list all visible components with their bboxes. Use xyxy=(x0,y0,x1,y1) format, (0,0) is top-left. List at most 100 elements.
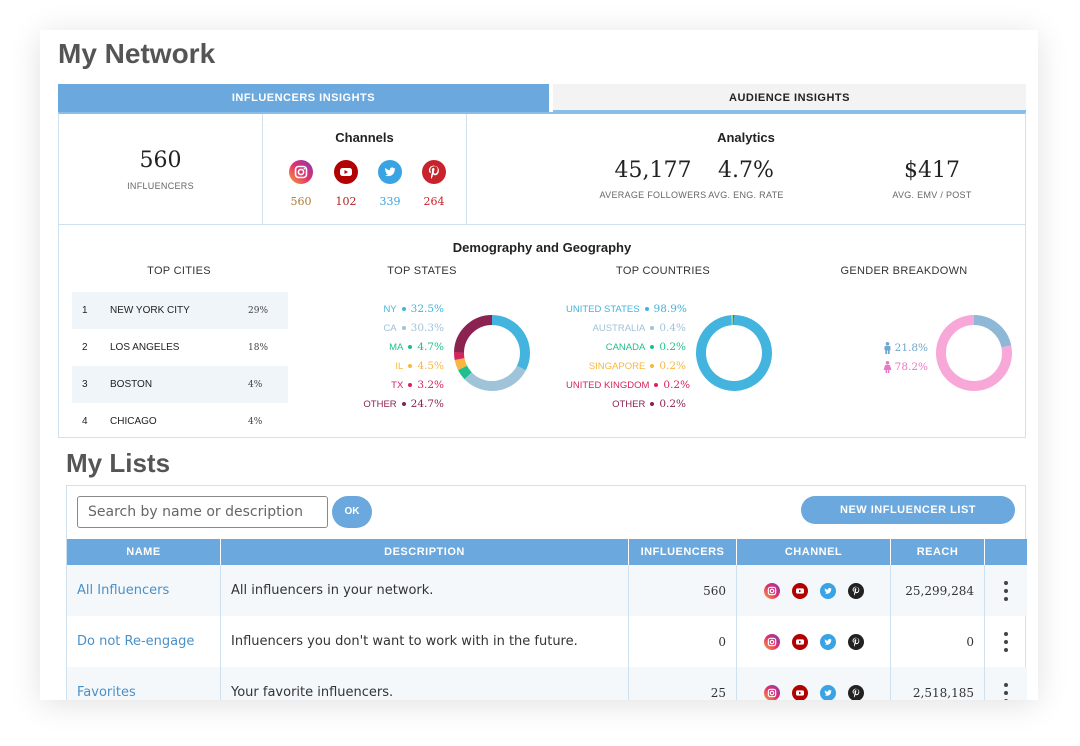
row-menu-button[interactable] xyxy=(985,565,1027,616)
list-description: Your favorite influencers. xyxy=(221,667,629,700)
influencers-label: INFLUENCERS xyxy=(127,181,194,191)
city-row: 2 LOS ANGELES 18% xyxy=(72,329,288,366)
list-channels xyxy=(737,616,891,667)
tab-influencers-insights[interactable]: INFLUENCERS INSIGHTS xyxy=(58,84,549,112)
state-name: TX xyxy=(391,380,404,391)
state-pct: 4.7% xyxy=(417,341,444,353)
legend-dot xyxy=(401,307,406,312)
list-name-link[interactable]: Do not Re-engage xyxy=(67,616,221,667)
country-pct: 0.2% xyxy=(659,398,686,410)
female-legend: 78.2% xyxy=(883,360,928,374)
youtube-icon xyxy=(791,582,808,599)
legend-dot xyxy=(650,364,655,369)
twitter-icon xyxy=(378,160,402,184)
country-legend-item: OTHER 0.2% xyxy=(566,397,686,411)
channels-title: Channels xyxy=(335,130,394,145)
top-cities-list[interactable]: 1 NEW YORK CITY 29% 2 LOS ANGELES 18% 3 … xyxy=(72,292,288,424)
city-pct: 4% xyxy=(248,379,263,390)
new-influencer-list-button[interactable]: NEW INFLUENCER LIST xyxy=(801,496,1015,524)
list-name-link[interactable]: All Influencers xyxy=(67,565,221,616)
male-legend: 21.8% xyxy=(883,341,928,355)
legend-dot xyxy=(650,402,655,407)
male-icon xyxy=(884,342,891,355)
state-pct: 30.3% xyxy=(410,322,444,334)
table-header: NAME DESCRIPTION INFLUENCERS CHANNEL REA… xyxy=(67,539,1027,565)
instagram-icon xyxy=(763,684,780,700)
state-slice xyxy=(454,357,468,371)
state-pct: 3.2% xyxy=(417,379,444,391)
top-countries-title: TOP COUNTRIES xyxy=(616,265,710,277)
instagram-icon xyxy=(289,160,313,184)
channels-stat: Channels 560 102 339 264 xyxy=(263,114,467,225)
instagram-icon xyxy=(763,633,780,650)
state-legend-item: IL 4.5% xyxy=(324,359,444,373)
column-description[interactable]: DESCRIPTION xyxy=(221,539,629,565)
gender-title: GENDER BREAKDOWN xyxy=(840,265,968,277)
eng-rate-value: 4.7% xyxy=(718,158,774,183)
country-pct: 98.9% xyxy=(653,303,687,315)
country-legend-item: SINGAPORE 0.2% xyxy=(566,359,686,373)
list-name-link[interactable]: Favorites xyxy=(67,667,221,700)
average-followers-value: 45,177 xyxy=(614,158,692,183)
column-reach[interactable]: REACH xyxy=(891,539,985,565)
twitter-icon xyxy=(819,684,836,700)
list-reach: 2,518,185 xyxy=(891,667,985,700)
gender-slice xyxy=(973,315,1012,348)
city-name: BOSTON xyxy=(110,379,153,390)
emv-label: AVG. EMV / POST xyxy=(892,190,972,200)
city-pct: 18% xyxy=(248,342,269,353)
list-description: Influencers you don't want to work with … xyxy=(221,616,629,667)
ok-button[interactable]: OK xyxy=(332,496,372,528)
top-countries-donut xyxy=(696,315,772,391)
tab-audience-insights[interactable]: AUDIENCE INSIGHTS xyxy=(553,84,1026,112)
column-channel[interactable]: CHANNEL xyxy=(737,539,891,565)
kebab-menu-icon xyxy=(995,631,1017,652)
demography-title: Demography and Geography xyxy=(452,240,632,255)
state-legend-item: CA 30.3% xyxy=(324,321,444,335)
legend-dot xyxy=(401,402,406,407)
country-name: UNITED KINGDOM xyxy=(566,380,650,391)
city-row: 4 CHICAGO 4% xyxy=(72,403,288,424)
list-channels xyxy=(737,565,891,616)
influencers-count: 560 xyxy=(139,148,182,173)
pinterest-icon xyxy=(847,582,864,599)
state-slice xyxy=(458,365,472,380)
legend-dot xyxy=(408,345,413,350)
country-legend-item: UNITED STATES 98.9% xyxy=(566,302,687,316)
insights-tabs: INFLUENCERS INSIGHTS AUDIENCE INSIGHTS xyxy=(58,84,1026,112)
demography-panel: Demography and Geography TOP CITIES 1 NE… xyxy=(58,225,1026,438)
state-legend-item: MA 4.7% xyxy=(324,340,444,354)
youtube-icon xyxy=(791,684,808,700)
legend-dot xyxy=(650,345,655,350)
list-reach: 0 xyxy=(891,616,985,667)
country-name: CANADA xyxy=(605,342,646,353)
youtube-count: 102 xyxy=(335,195,357,208)
top-states-donut xyxy=(454,315,530,391)
state-name: IL xyxy=(395,361,404,372)
pinterest-icon xyxy=(847,633,864,650)
state-slice xyxy=(491,315,530,371)
instagram-count: 560 xyxy=(290,195,312,208)
row-menu-button[interactable] xyxy=(985,616,1027,667)
country-legend-item: UNITED KINGDOM 0.2% xyxy=(566,378,690,392)
column-actions xyxy=(985,539,1027,565)
search-input[interactable] xyxy=(77,496,328,528)
state-name: OTHER xyxy=(363,399,397,410)
column-influencers[interactable]: INFLUENCERS xyxy=(629,539,737,565)
city-name: LOS ANGELES xyxy=(110,342,180,353)
state-name: MA xyxy=(389,342,404,353)
twitter-icon xyxy=(819,633,836,650)
row-menu-button[interactable] xyxy=(985,667,1027,700)
gender-donut xyxy=(936,315,1012,391)
column-name[interactable]: NAME xyxy=(67,539,221,565)
state-legend-item: TX 3.2% xyxy=(324,378,444,392)
kebab-menu-icon xyxy=(995,682,1017,700)
country-name: AUSTRALIA xyxy=(592,323,646,334)
list-influencers-count: 25 xyxy=(629,667,737,700)
list-channels xyxy=(737,667,891,700)
country-pct: 0.2% xyxy=(663,379,691,391)
twitter-icon xyxy=(819,582,836,599)
network-card: My Network INFLUENCERS INSIGHTS AUDIENCE… xyxy=(40,30,1038,700)
lists-panel: OK NEW INFLUENCER LIST NAME DESCRIPTION … xyxy=(66,485,1027,700)
page-title: My Network xyxy=(58,38,216,69)
